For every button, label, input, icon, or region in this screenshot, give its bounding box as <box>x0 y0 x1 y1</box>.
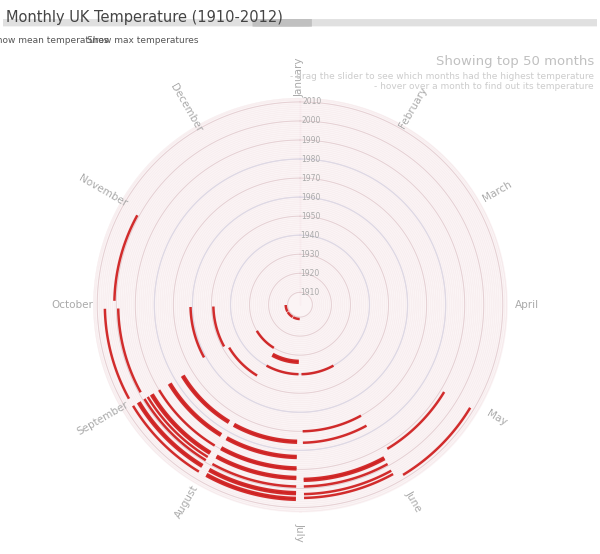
Text: October: October <box>52 300 94 310</box>
Text: December: December <box>169 82 204 134</box>
Text: 1950: 1950 <box>301 212 320 220</box>
Text: 1940: 1940 <box>301 230 320 240</box>
Text: 1920: 1920 <box>301 269 320 278</box>
FancyBboxPatch shape <box>0 19 600 27</box>
Text: 1910: 1910 <box>300 288 319 297</box>
Text: - drag the slider to see which months had the highest temperature: - drag the slider to see which months ha… <box>290 72 594 81</box>
Text: February: February <box>398 85 430 130</box>
Text: 1970: 1970 <box>301 173 320 183</box>
Text: August: August <box>173 483 200 520</box>
Text: - hover over a month to find out its temperature: - hover over a month to find out its tem… <box>374 82 594 91</box>
Text: January: January <box>295 58 305 97</box>
Text: Show mean temperatures: Show mean temperatures <box>0 36 108 45</box>
Text: April: April <box>515 300 539 310</box>
Text: November: November <box>77 173 129 209</box>
FancyBboxPatch shape <box>253 19 312 27</box>
Text: July: July <box>295 522 305 541</box>
Text: Show max temperatures: Show max temperatures <box>87 36 198 45</box>
Text: 1980: 1980 <box>301 155 321 163</box>
Text: Monthly UK Temperature (1910-2012): Monthly UK Temperature (1910-2012) <box>6 10 283 25</box>
Text: March: March <box>481 179 513 203</box>
Text: 1960: 1960 <box>301 193 320 202</box>
Text: Showing top 50 months: Showing top 50 months <box>436 55 594 68</box>
Text: 1990: 1990 <box>302 136 321 145</box>
Text: 2000: 2000 <box>302 116 321 125</box>
Text: June: June <box>404 489 424 514</box>
Text: 1930: 1930 <box>301 250 320 259</box>
Text: September: September <box>76 399 131 437</box>
Text: May: May <box>485 409 509 428</box>
Text: 2010: 2010 <box>302 98 321 106</box>
